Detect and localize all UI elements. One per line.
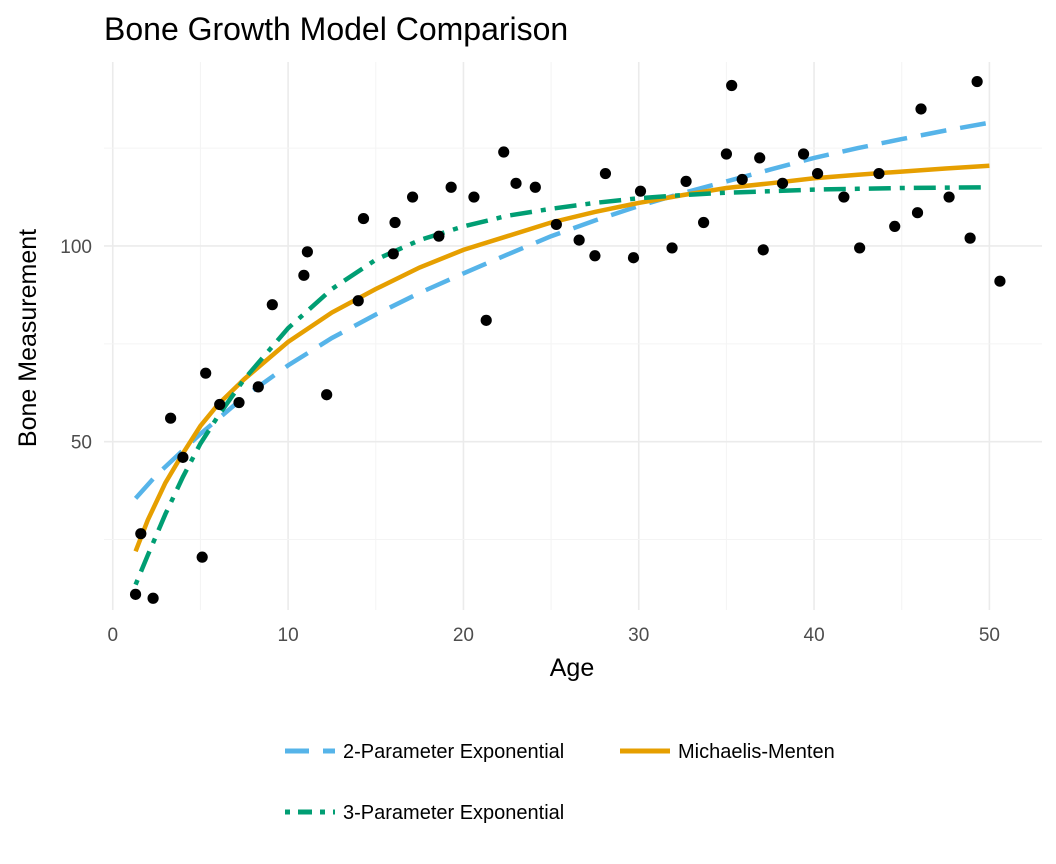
- model-curves: [133, 120, 990, 586]
- y-axis-ticks: 50 100: [60, 237, 92, 454]
- data-point: [389, 216, 401, 229]
- data-point: [177, 451, 189, 463]
- x-axis-title: Age: [550, 654, 594, 682]
- data-point: [301, 246, 313, 258]
- data-point: [387, 248, 399, 260]
- data-point: [726, 79, 738, 92]
- data-point: [196, 551, 208, 563]
- data-point: [754, 152, 766, 164]
- x-tick-label: 0: [107, 625, 118, 646]
- data-point: [135, 528, 147, 540]
- x-tick-label: 20: [453, 625, 474, 646]
- data-point: [498, 146, 510, 158]
- data-point: [321, 389, 333, 401]
- data-point: [573, 234, 585, 246]
- series-line-3-parameter-exponential: [133, 185, 990, 586]
- x-tick-label: 40: [804, 625, 825, 646]
- data-point: [480, 314, 492, 326]
- data-point: [911, 207, 924, 219]
- y-tick-label: 100: [60, 237, 92, 258]
- data-point: [550, 218, 562, 231]
- y-axis-title: Bone Measurement: [14, 229, 42, 447]
- data-point: [666, 242, 678, 254]
- data-point: [266, 299, 278, 311]
- y-tick-label: 50: [71, 433, 92, 454]
- data-point: [433, 230, 445, 242]
- legend-label-michaelis-menten: Michaelis-Menten: [678, 741, 835, 763]
- data-point: [634, 185, 647, 197]
- x-tick-label: 50: [979, 625, 1000, 646]
- data-point: [680, 175, 692, 187]
- data-point: [589, 250, 601, 262]
- data-point: [811, 167, 824, 180]
- data-point: [776, 177, 789, 189]
- data-point: [873, 167, 885, 180]
- data-point: [468, 191, 480, 203]
- data-point: [147, 592, 159, 604]
- x-tick-label: 10: [278, 625, 299, 646]
- data-point: [406, 191, 419, 203]
- data-point: [797, 148, 810, 160]
- legend-label-3-parameter-exponential: 3-Parameter Exponential: [343, 802, 564, 824]
- data-point: [445, 181, 457, 193]
- data-point: [838, 191, 850, 203]
- data-point: [599, 167, 612, 180]
- data-point: [757, 244, 769, 256]
- data-point: [736, 173, 748, 186]
- data-points: [129, 75, 1006, 604]
- data-point: [233, 396, 245, 409]
- x-tick-label: 30: [628, 625, 649, 646]
- x-axis-ticks: 0 10 20 30 40 50: [107, 625, 999, 646]
- data-point: [200, 367, 212, 379]
- data-point: [214, 398, 226, 411]
- data-point: [889, 220, 901, 232]
- data-point: [720, 148, 733, 160]
- data-point: [627, 252, 640, 264]
- data-point: [298, 269, 310, 281]
- data-point: [994, 275, 1006, 287]
- data-point: [971, 75, 983, 88]
- data-point: [165, 412, 177, 424]
- data-point: [943, 191, 955, 203]
- data-point: [352, 295, 364, 307]
- chart-title: Bone Growth Model Comparison: [104, 11, 568, 47]
- data-point: [252, 381, 264, 393]
- data-point: [357, 212, 370, 225]
- legend-label-2-parameter-exponential: 2-Parameter Exponential: [343, 741, 564, 763]
- series-line-michaelis-menten: [133, 163, 990, 553]
- data-point: [915, 103, 927, 115]
- data-point: [129, 588, 142, 600]
- data-point: [510, 177, 522, 189]
- legend: 2-Parameter Exponential Michaelis-Menten 3…: [285, 741, 835, 824]
- grid-lines: [104, 62, 1042, 610]
- data-point: [529, 181, 541, 193]
- data-point: [698, 216, 710, 229]
- data-point: [964, 232, 976, 244]
- data-point: [854, 242, 866, 254]
